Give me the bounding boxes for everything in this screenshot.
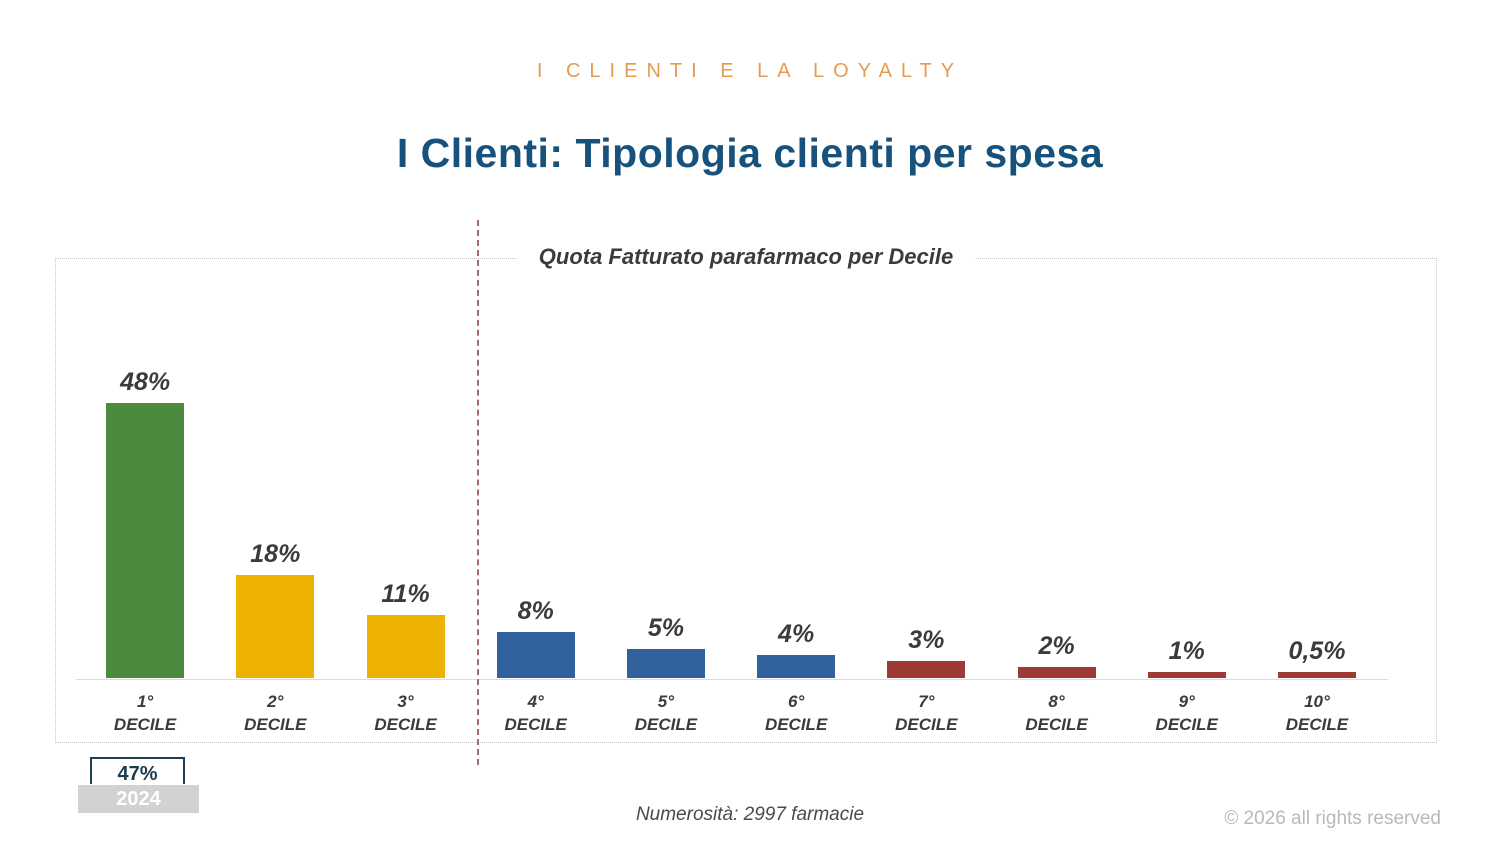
bar-column: 18% 2° DECILE [210,259,340,742]
chart-panel: Quota Fatturato parafarmaco per Decile 4… [55,244,1437,743]
bar-column: 8% 4° DECILE [471,259,601,742]
copyright-text: © 2026 all rights reserved [1224,808,1441,829]
bar-value-label: 0,5% [1288,637,1346,665]
bar-value-label: 11% [381,580,430,608]
decile-separator-dashed-line [477,220,479,765]
bar-column: 5% 5° DECILE [601,259,731,742]
bar-category-label: 1° DECILE [113,692,177,734]
bar-value-label: 4% [778,620,815,648]
year-badge: 2024 [78,785,199,813]
bar [757,655,836,678]
year-callout-bracket: 47% [90,757,185,785]
bar [1147,672,1226,678]
bar-value-label: 5% [647,614,684,642]
bars-row: 48% 1° DECILE 18% 2° DECILE 11% 3° DECILE 8% 4° DEC… [80,259,1382,742]
bar-category-label: 2° DECILE [244,692,307,734]
bar-column: 0,5% 10° DECILE [1252,259,1382,742]
bar-value-label: 48% [120,368,171,396]
bar-column: 4% 6° DECILE [731,259,861,742]
bar-value-label: 3% [908,626,945,654]
bar [626,649,705,678]
eyebrow-label: I CLIENTI E LA LOYALTY [536,60,964,82]
bar [887,661,966,678]
bar [1277,672,1356,678]
bar-category-label: 5° DECILE [634,692,698,734]
bar-value-label: 18% [250,540,301,568]
bar-column: 1% 9° DECILE [1122,259,1252,742]
bar-category-label: 4° DECILE [504,692,567,734]
sample-size-note: Numerosità: 2997 farmacie [635,804,865,825]
bar [106,403,185,678]
bar [1017,667,1096,678]
bar-value-label: 8% [517,597,554,625]
bar [366,615,445,678]
bar-column: 3% 7° DECILE [861,259,991,742]
bar-category-label: 8° DECILE [1025,692,1088,734]
bar-column: 11% 3° DECILE [340,259,470,742]
year-callout-value: 47% [117,763,158,785]
bar-value-label: 1% [1168,637,1205,665]
chart-title: Quota Fatturato parafarmaco per Decile [516,244,976,270]
bar-column: 2% 8° DECILE [991,259,1121,742]
page-title: I Clienti: Tipologia clienti per spesa [396,130,1104,176]
bar-category-label: 3° DECILE [374,692,437,734]
bar-value-label: 2% [1038,632,1075,660]
bar [236,575,315,678]
bar-category-label: 7° DECILE [895,692,958,734]
bar-category-label: 9° DECILE [1155,692,1218,734]
x-axis-baseline [76,679,1388,680]
bar-column: 48% 1° DECILE [80,259,210,742]
bar-category-label: 10° DECILE [1285,692,1349,734]
bar [496,632,575,678]
bar-category-label: 6° DECILE [764,692,828,734]
